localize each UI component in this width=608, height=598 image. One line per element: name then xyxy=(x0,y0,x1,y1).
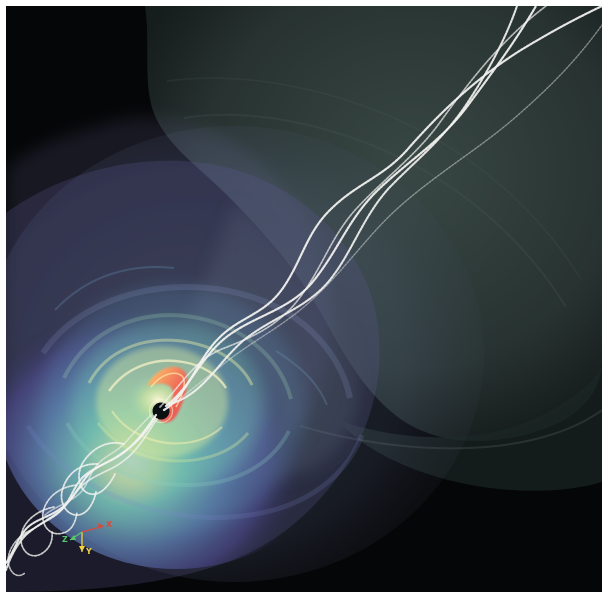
black-hole-accretion-render: X Y Z xyxy=(6,6,602,592)
magnetic-field-lines xyxy=(6,6,602,577)
y-axis-label: Y xyxy=(85,547,92,556)
x-axis-label: X xyxy=(106,520,113,529)
axis-triad: X Y Z xyxy=(62,520,113,556)
simulation-viewport: X Y Z xyxy=(6,6,602,592)
z-axis-label: Z xyxy=(62,535,68,544)
y-axis-arrow xyxy=(79,546,85,552)
x-axis-arrow xyxy=(98,523,104,529)
z-axis-arrow xyxy=(70,535,76,540)
